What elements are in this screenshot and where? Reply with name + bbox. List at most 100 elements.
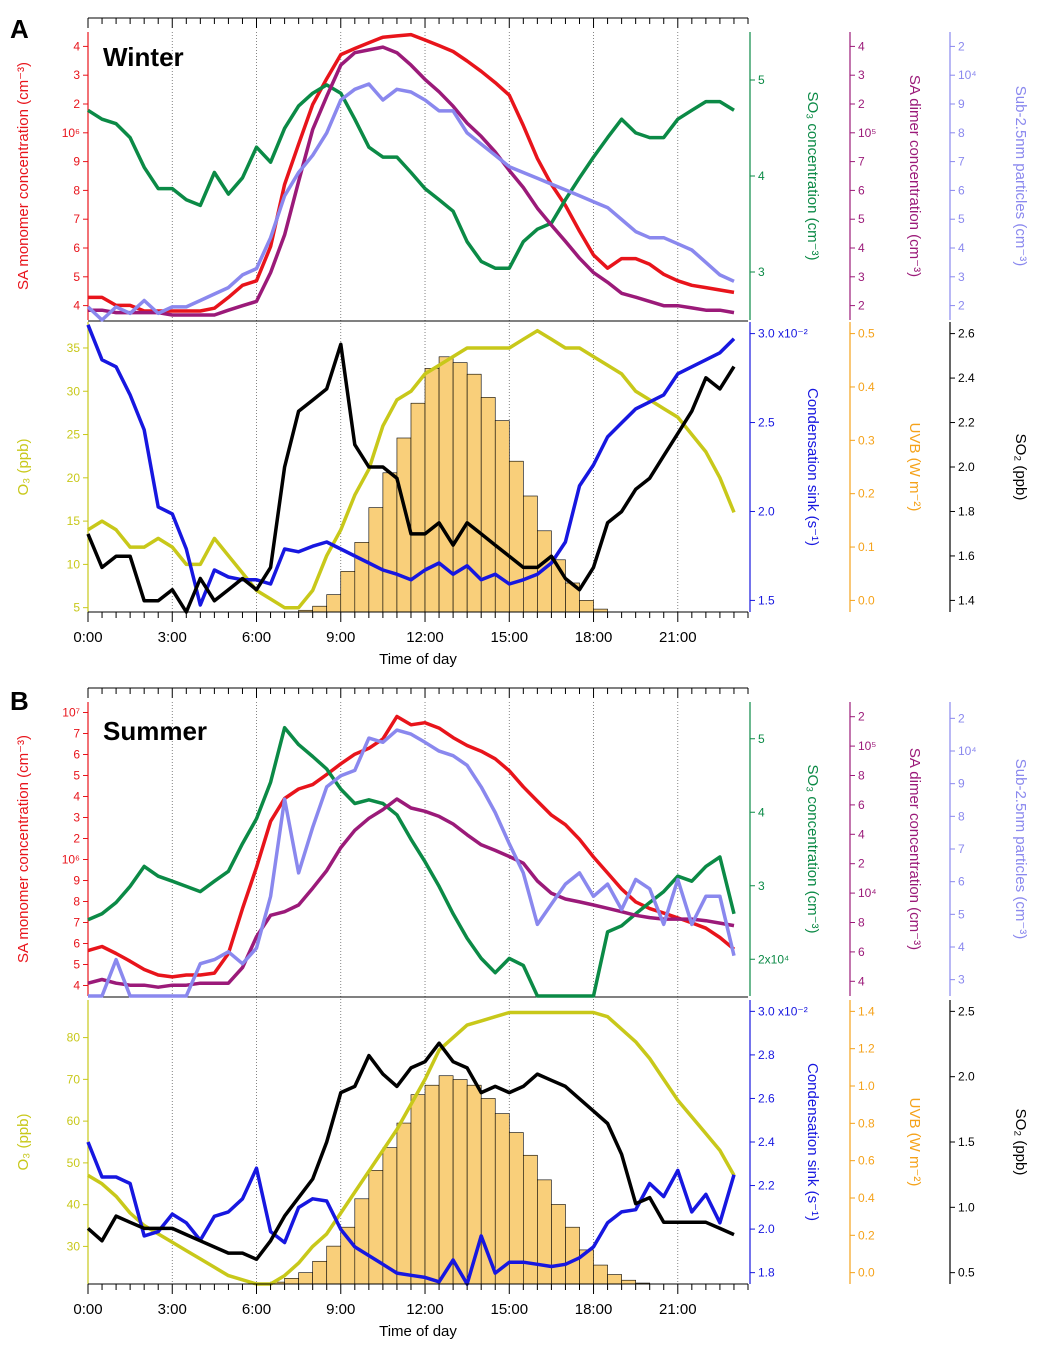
- axis-tick-label: 2.0: [958, 1070, 975, 1084]
- axis-tick-label: 2: [858, 97, 865, 111]
- axis-tick-label: 1.0: [958, 1200, 975, 1214]
- axis-tick-label: 4: [73, 39, 80, 53]
- uvb-bar: [382, 472, 398, 613]
- so3-series-line: [87, 725, 736, 998]
- axis-tick-label: 8: [958, 809, 965, 823]
- axis-tick-label: 2.2: [958, 416, 975, 430]
- uvb-bar: [621, 1279, 636, 1285]
- axis-tick-label: 2.4: [758, 1135, 775, 1149]
- axis-tick-label: 3: [858, 68, 865, 82]
- sub25-series-line: [86, 82, 735, 322]
- axis-tick-label: 7: [858, 155, 865, 169]
- uvb-bar: [368, 507, 384, 613]
- axis-tick-label: 1.8: [958, 504, 975, 518]
- axis-tick-label: 0.0: [858, 1266, 875, 1280]
- axis-tick-label: 9: [73, 155, 80, 169]
- axis-tick-label: 0.5: [958, 1266, 975, 1280]
- axis-tick-label: 2.5: [758, 416, 775, 430]
- axis-tick-label: 0.4: [858, 1191, 875, 1205]
- axis-tick-label: 30: [67, 1239, 81, 1253]
- panel-title: Winter: [103, 42, 184, 72]
- cs-axis-label: Condensation sink (s⁻¹): [804, 388, 821, 546]
- uvb-bar: [607, 1274, 622, 1285]
- x-tick-label: 21:00: [659, 1301, 697, 1318]
- axis-tick-label: 60: [67, 1114, 81, 1128]
- axis-tick-label: 3: [758, 879, 765, 893]
- axis-tick-label: 8: [858, 769, 865, 783]
- axis-tick-label: 5: [73, 270, 80, 284]
- axis-tick-label: 2: [73, 97, 80, 111]
- uvb-bar: [396, 1122, 412, 1285]
- o3-axis-label: O₃ (ppb): [15, 439, 32, 496]
- axis-tick-label: 10⁶: [62, 126, 80, 140]
- axis-tick-label: 35: [67, 341, 81, 355]
- uvb-bar: [424, 1084, 440, 1285]
- axis-tick-label: 1.8: [758, 1266, 775, 1280]
- axis-tick-label: 1.0: [858, 1079, 875, 1093]
- panel-title: Summer: [103, 716, 207, 746]
- so3-axis-label: SO₃ concentration (cm⁻³): [804, 91, 821, 260]
- axis-tick-label: 6: [858, 798, 865, 812]
- sa_monomer-axis-label: SA monomer concentration (cm⁻³): [15, 62, 32, 290]
- x-tick-label: 15:00: [491, 1301, 529, 1318]
- uvb-bar: [438, 1075, 454, 1285]
- axis-tick-label: 5: [958, 212, 965, 226]
- axis-tick-label: 2: [958, 711, 965, 725]
- x-tick-label: 0:00: [73, 629, 102, 646]
- axis-tick-label: 5: [758, 73, 765, 87]
- uvb-bar: [410, 402, 426, 613]
- axis-tick-label: 0.2: [858, 1228, 875, 1242]
- axis-tick-label: 70: [67, 1072, 81, 1086]
- axis-tick-label: 7: [73, 916, 80, 930]
- axis-tick-label: 2.0: [758, 504, 775, 518]
- so3-series-line: [87, 83, 735, 270]
- axis-tick-label: 2.5: [958, 1004, 975, 1018]
- uvb-bar: [551, 1204, 566, 1285]
- axis-tick-label: 0.8: [858, 1116, 875, 1130]
- axis-tick-label: 4: [758, 169, 765, 183]
- x-tick-label: 18:00: [575, 1301, 613, 1318]
- axis-tick-label: 1.5: [958, 1135, 975, 1149]
- axis-tick-label: 6: [958, 875, 965, 889]
- x-tick-label: 3:00: [158, 1301, 187, 1318]
- axis-tick-label: 4: [958, 940, 965, 954]
- uvb-bar: [593, 1264, 608, 1285]
- axis-tick-label: 9: [958, 97, 965, 111]
- axis-tick-label: 5: [758, 732, 765, 746]
- axis-tick-label: 10: [67, 557, 81, 571]
- axis-tick-label: 40: [67, 1198, 81, 1212]
- axis-tick-label: 3: [758, 265, 765, 279]
- axis-tick-label: 2: [858, 857, 865, 871]
- axis-tick-label: 0.5: [858, 327, 875, 341]
- axis-tick-label: 4: [73, 790, 80, 804]
- axis-tick-label: 30: [67, 384, 81, 398]
- x-axis-label: Time of day: [379, 651, 457, 668]
- axis-tick-label: 4: [858, 827, 865, 841]
- uvb-bar: [354, 542, 370, 613]
- uvb-bar: [523, 495, 538, 613]
- x-tick-label: 6:00: [242, 1301, 271, 1318]
- uvb-bar: [368, 1170, 384, 1285]
- axis-tick-label: 4: [858, 974, 865, 988]
- axis-tick-label: 1.2: [858, 1042, 875, 1056]
- sub25-axis-label: Sub-2.5nm particles (cm⁻³): [1012, 759, 1029, 939]
- uvb-bar: [284, 1278, 299, 1285]
- axis-tick-label: 8: [958, 126, 965, 140]
- axis-tick-label: 0.1: [858, 540, 875, 554]
- x-tick-label: 3:00: [158, 629, 187, 646]
- axis-tick-label: 6: [73, 937, 80, 951]
- axis-tick-label: 10⁷: [62, 706, 80, 720]
- axis-tick-label: 3: [858, 270, 865, 284]
- cs-series-line: [86, 1141, 736, 1286]
- axis-tick-label: 2.2: [758, 1179, 775, 1193]
- so2-series-line: [86, 342, 736, 614]
- axis-tick-label: 0.0: [858, 593, 875, 607]
- axis-tick-label: 10⁴: [958, 68, 977, 82]
- axis-tick-label: 1.4: [858, 1004, 875, 1018]
- axis-tick-label: 7: [73, 212, 80, 226]
- axis-tick-label: 1.6: [958, 549, 975, 563]
- axis-tick-label: 0.4: [858, 380, 875, 394]
- x-tick-label: 15:00: [491, 629, 529, 646]
- axis-tick-label: 2.0: [758, 1222, 775, 1236]
